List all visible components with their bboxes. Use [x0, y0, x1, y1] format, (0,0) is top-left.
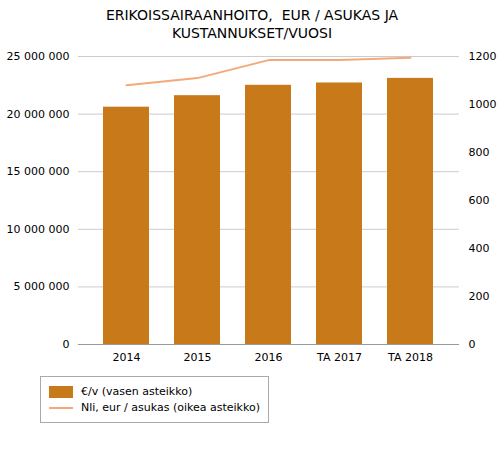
svg-text:2015: 2015	[184, 351, 212, 364]
svg-text:5 000 000: 5 000 000	[14, 280, 70, 293]
svg-text:TA 2017: TA 2017	[316, 351, 362, 364]
svg-text:10 000 000: 10 000 000	[7, 223, 70, 236]
html-text:€/v (vasen asteikko): €/v (vasen asteikko)	[81, 385, 193, 398]
svg-text:1200: 1200	[469, 50, 497, 63]
svg-text:800: 800	[469, 146, 490, 159]
svg-text:0: 0	[63, 338, 70, 351]
svg-text:20 000 000: 20 000 000	[7, 108, 70, 121]
svg-text:2014: 2014	[113, 351, 141, 364]
html-text:Nli, eur / asukas (oikea astei: Nli, eur / asukas (oikea asteikko)	[81, 401, 260, 414]
svg-text:2016: 2016	[255, 351, 283, 364]
svg-text:0: 0	[469, 338, 476, 351]
svg-text:400: 400	[469, 242, 490, 255]
svg-text:1000: 1000	[469, 98, 497, 111]
svg-text:200: 200	[469, 290, 490, 303]
svg-text:TA 2018: TA 2018	[387, 351, 433, 364]
svg-text:25 000 000: 25 000 000	[7, 50, 70, 63]
svg-text:600: 600	[469, 194, 490, 207]
html-text:ERIKOISSAIRAANHOITO, EUR / ASU: ERIKOISSAIRAANHOITO, EUR / ASUKAS JA KUS…	[105, 7, 399, 41]
svg-text:15 000 000: 15 000 000	[7, 165, 70, 178]
